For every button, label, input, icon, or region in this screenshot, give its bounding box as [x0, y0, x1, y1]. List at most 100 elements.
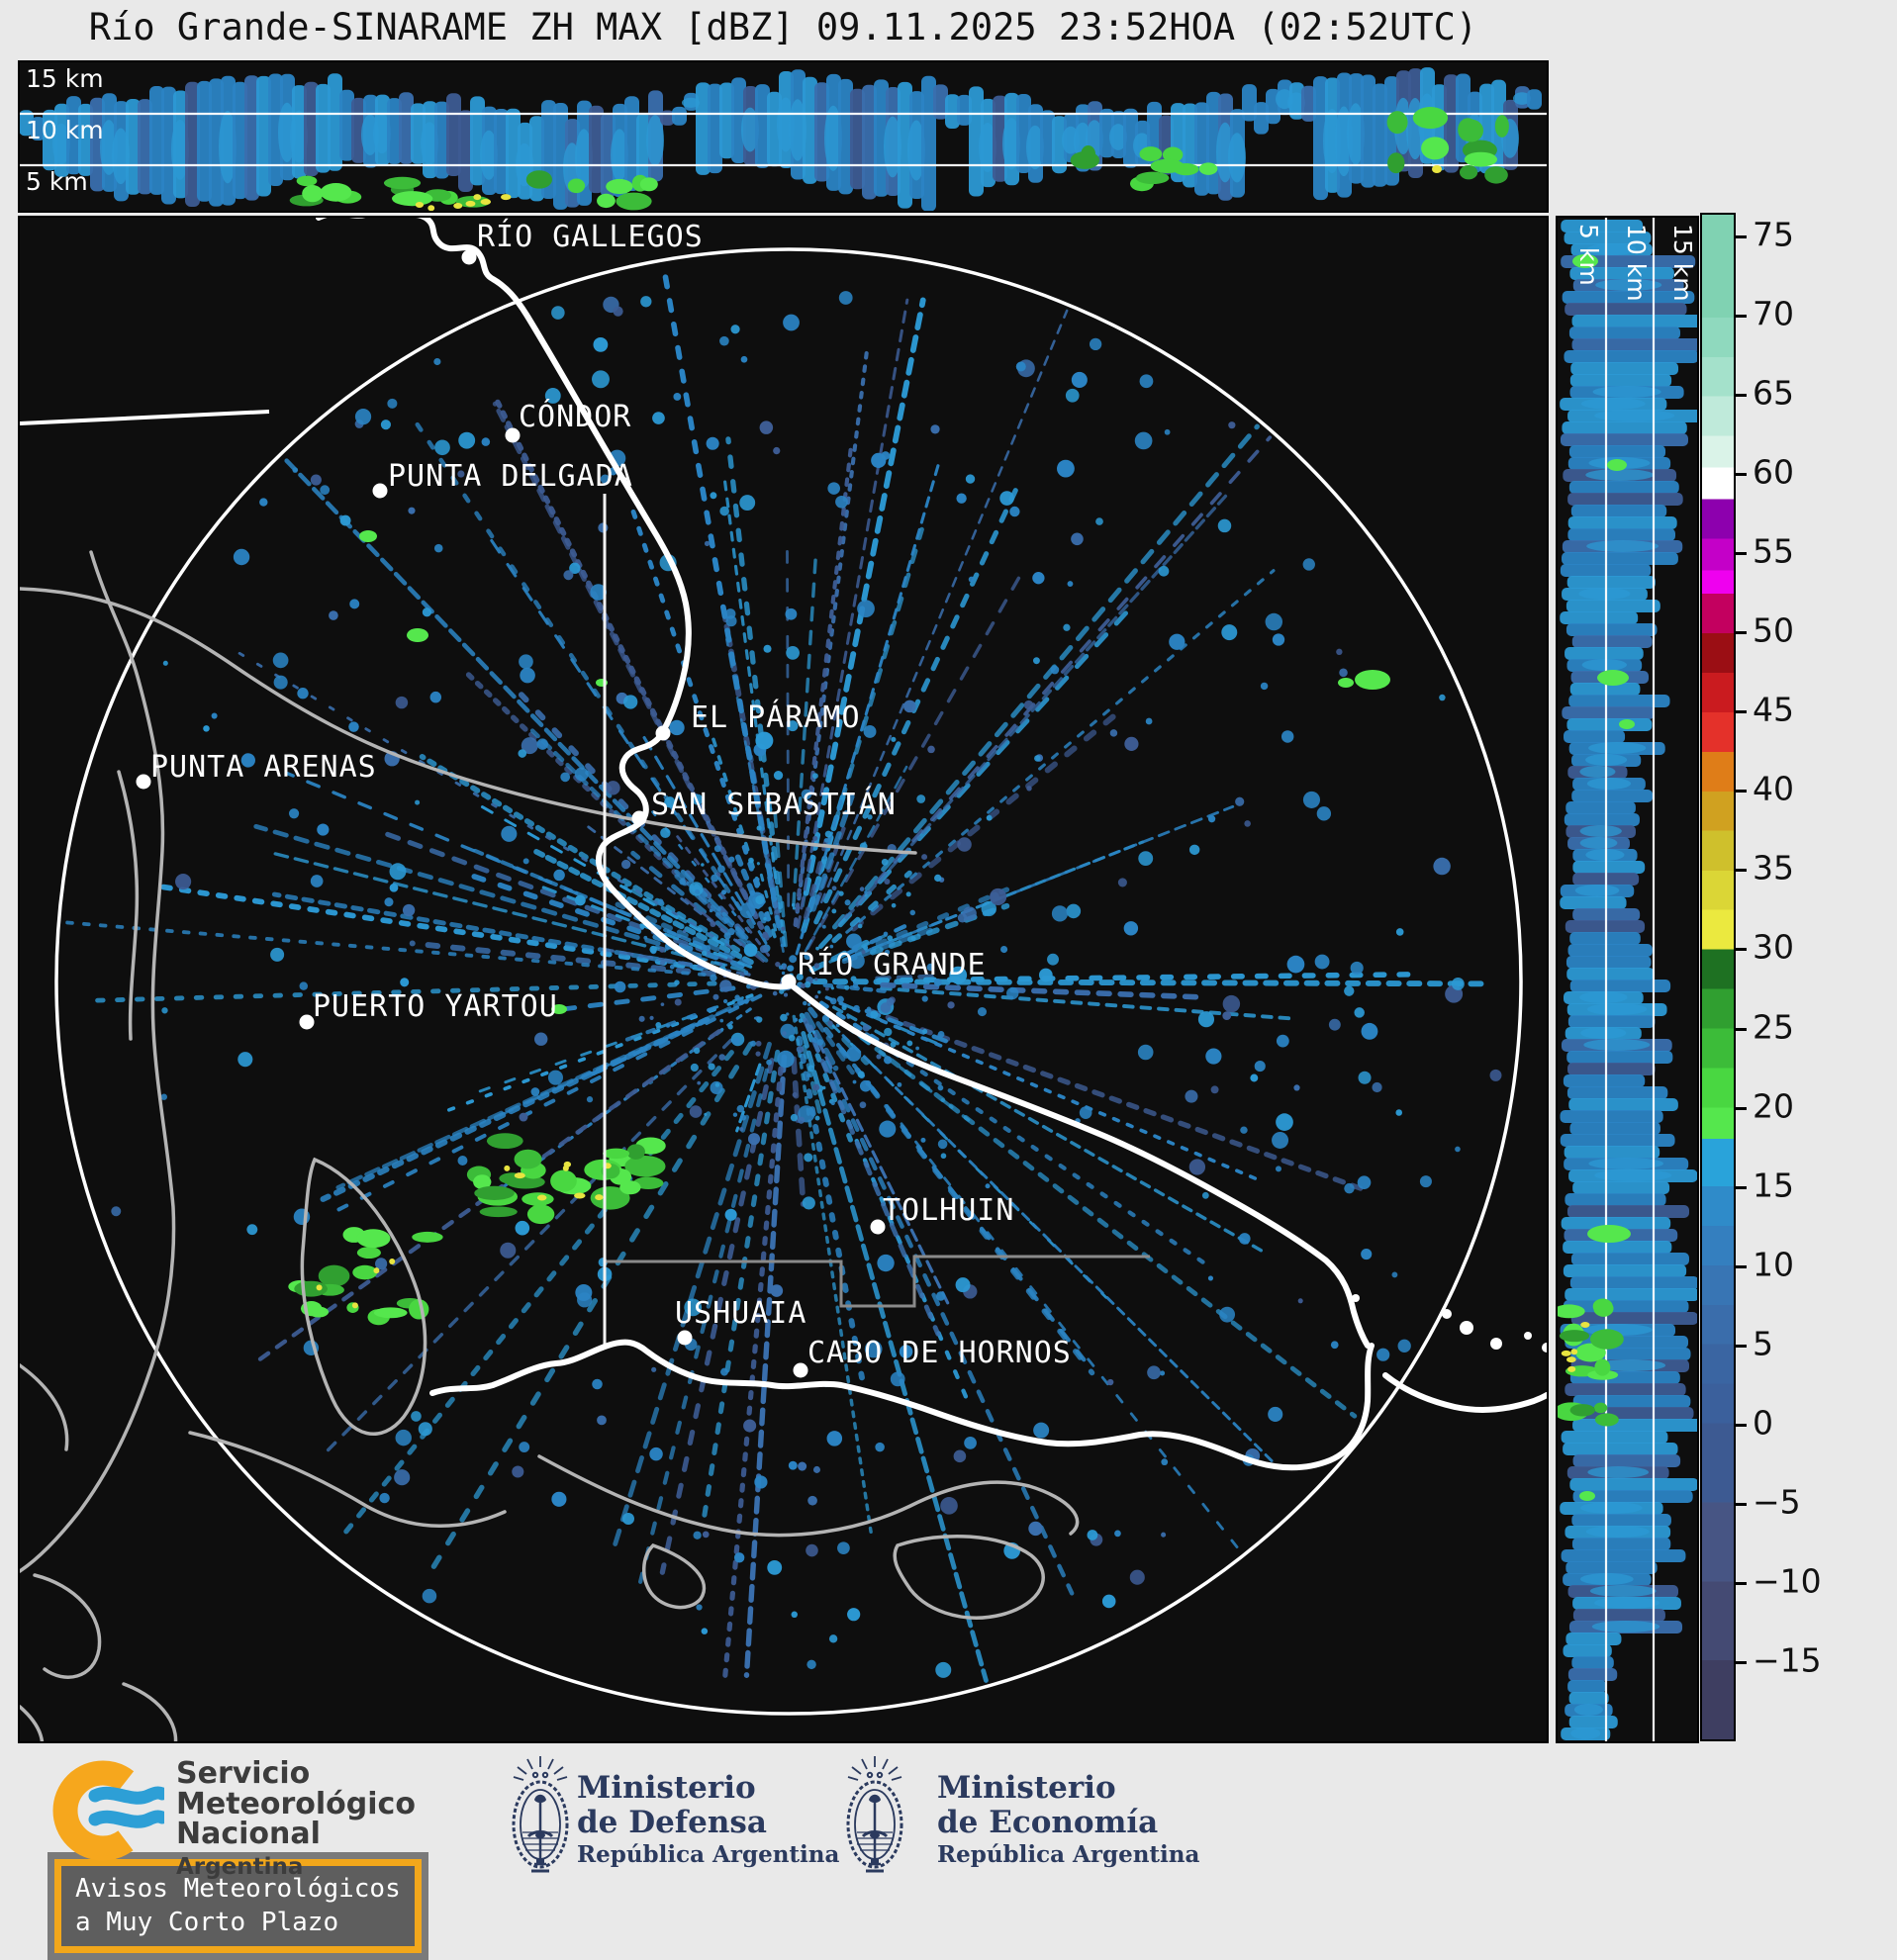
radar-echo — [743, 1419, 757, 1433]
radar-echo — [1009, 506, 1020, 517]
radar-echo — [717, 865, 725, 874]
radar-echo — [1355, 670, 1390, 690]
radar-echo — [915, 1046, 919, 1051]
radar-echo — [818, 599, 1139, 949]
radar-echo — [723, 917, 730, 924]
colorbar-tick-label: 60 — [1753, 452, 1794, 492]
radar-echo — [876, 1054, 882, 1060]
radar-echo — [818, 1000, 891, 1049]
radar-echo — [1568, 695, 1670, 707]
main-radar-map-panel: RÍO GALLEGOS CÓNDOR PUNTA DELGADA EL PÁRAMO… — [18, 216, 1549, 1960]
radar-echo — [660, 827, 671, 839]
radar-echo — [684, 1298, 703, 1317]
radar-echo — [534, 1032, 548, 1046]
radar-echo — [679, 878, 686, 886]
radar-echo — [864, 1008, 949, 1044]
radar-echo — [695, 888, 700, 894]
radar-echo — [1579, 825, 1622, 837]
radar-echo — [501, 825, 518, 842]
radar-echo — [778, 965, 784, 970]
radar-echo — [710, 1080, 723, 1094]
radar-echo — [1565, 1193, 1666, 1206]
radar-echo — [816, 1039, 824, 1046]
radar-echo — [419, 753, 741, 954]
radar-echo — [706, 436, 719, 450]
radar-echo — [979, 123, 996, 173]
radar-echo — [831, 908, 837, 914]
radar-echo — [1572, 1419, 1697, 1432]
radar-echo — [659, 960, 665, 966]
radar-echo — [1563, 1644, 1612, 1657]
radar-echo — [1386, 111, 1408, 135]
radar-echo — [1567, 1063, 1656, 1075]
radar-echo — [492, 401, 757, 917]
colorbar-tick-label: 0 — [1753, 1403, 1773, 1443]
radar-echo — [1570, 1349, 1578, 1355]
city-dot-punta-delgada — [372, 483, 388, 499]
radar-echo — [1563, 1241, 1672, 1254]
radar-echo — [1585, 469, 1655, 481]
radar-echo — [839, 1001, 951, 1051]
radar-echo — [272, 652, 289, 669]
radar-echo — [1376, 1348, 1390, 1361]
radar-echo — [1095, 517, 1103, 525]
smn-wave-2 — [88, 1810, 164, 1828]
radar-echo — [890, 1371, 905, 1387]
radar-echo — [1607, 459, 1627, 471]
radar-echo — [1567, 493, 1683, 506]
radar-echo — [890, 1041, 897, 1048]
radar-echo — [859, 1101, 867, 1109]
radar-echo — [1571, 338, 1697, 351]
radar-echo — [804, 980, 811, 988]
defensa-line-3: República Argentina — [577, 1841, 840, 1869]
radar-echo — [756, 825, 762, 831]
radar-echo — [1260, 682, 1269, 691]
radar-echo — [550, 1169, 577, 1192]
radar-echo — [804, 952, 811, 961]
radar-echo — [1397, 1339, 1411, 1353]
radar-echo — [1572, 1181, 1670, 1194]
radar-echo — [649, 1015, 654, 1020]
radar-echo — [940, 1153, 947, 1160]
radar-echo — [1373, 83, 1387, 187]
radar-echo — [743, 998, 749, 1004]
radar-echo — [930, 424, 940, 434]
radar-echo — [480, 130, 498, 180]
radar-echo — [1566, 576, 1656, 589]
radar-echo — [259, 498, 268, 507]
radar-echo — [811, 1030, 816, 1034]
radar-echo — [814, 1115, 820, 1121]
radar-echo — [719, 82, 734, 159]
radar-echo — [916, 794, 926, 803]
ministerio-defensa-text: Ministerio de Defensa República Argentin… — [577, 1771, 840, 1869]
islet — [1442, 1309, 1452, 1319]
radar-echo — [586, 1096, 594, 1103]
radar-echo — [755, 1051, 761, 1057]
radar-echo — [824, 830, 832, 838]
radar-echo — [891, 902, 897, 908]
radar-echo — [861, 950, 866, 955]
radar-echo — [1489, 1069, 1502, 1081]
radar-echo — [1222, 994, 1241, 1013]
radar-echo — [689, 965, 694, 969]
radar-echo — [427, 205, 435, 211]
radar-echo — [781, 971, 786, 976]
radar-echo — [1038, 968, 1053, 982]
city-dot-punta-arenas — [136, 774, 151, 790]
city-dot-r-o-grande — [781, 974, 797, 989]
radar-echo — [879, 1120, 897, 1138]
colorbar-tick-label: 5 — [1753, 1324, 1773, 1363]
radar-echo — [1565, 600, 1660, 612]
radar-echo — [1235, 796, 1245, 806]
radar-echo — [525, 170, 553, 189]
radar-echo — [789, 955, 798, 964]
radar-echo — [1138, 851, 1154, 867]
radar-echo — [1221, 624, 1238, 641]
radar-echo — [986, 814, 993, 821]
radar-echo — [1578, 588, 1631, 600]
city-label-punta-delgada: PUNTA DELGADA — [388, 459, 633, 494]
radar-echo — [1560, 896, 1627, 909]
radar-echo — [741, 107, 759, 152]
radar-echo — [1002, 118, 1020, 170]
radar-echo — [835, 495, 848, 509]
